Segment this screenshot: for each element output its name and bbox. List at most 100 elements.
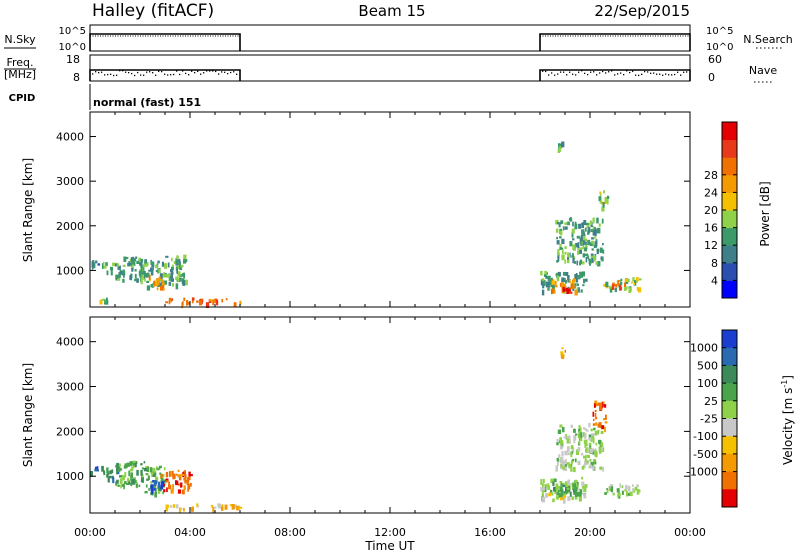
velocity-echo-cell xyxy=(626,491,628,497)
velocity-echo-cell xyxy=(594,430,598,436)
power-echo-cell xyxy=(134,269,137,272)
velocity-echo-cell xyxy=(124,463,128,469)
velocity-colorbar-label: -1000 xyxy=(686,466,718,479)
power-echo-cell xyxy=(552,289,556,294)
velocity-echo-cell xyxy=(150,485,154,492)
freq-strip-traces xyxy=(89,69,691,81)
power-echo-cell xyxy=(590,240,595,244)
power-echo-cell xyxy=(587,231,590,235)
nave-point xyxy=(188,74,190,76)
velocity-colorbar-swatch xyxy=(722,400,737,419)
nave-point xyxy=(122,70,124,72)
power-echo-cell xyxy=(598,196,602,202)
velocity-echo-cell xyxy=(127,477,130,482)
power-echo-cell xyxy=(592,225,595,232)
power-echo-cell xyxy=(139,271,142,278)
velocity-echo-cell xyxy=(149,467,153,473)
velocity-echo-cell xyxy=(96,466,99,470)
velocity-echo-cell xyxy=(604,492,607,495)
velocity-echo-cell xyxy=(596,430,600,435)
nave-point xyxy=(140,74,142,76)
velocity-echo-cell xyxy=(131,461,134,465)
velocity-colorbar-label: -500 xyxy=(693,448,718,461)
velocity-echo-cell xyxy=(589,445,592,448)
velocity-echo-cell xyxy=(151,472,154,477)
power-echo-cell xyxy=(182,280,186,286)
velocity-echo-cell xyxy=(172,504,176,508)
velocity-echo-cell xyxy=(163,483,166,487)
velocity-echo-cell xyxy=(588,422,591,428)
power-echo-cell xyxy=(572,279,574,285)
power-echo-cell xyxy=(591,248,594,251)
nave-point xyxy=(590,71,592,73)
power-echo-cell xyxy=(191,297,195,301)
nave-point xyxy=(149,71,151,73)
power-echo-cell xyxy=(198,300,202,306)
power-echo-cell xyxy=(567,275,570,281)
power-echo-cell xyxy=(182,273,185,277)
velocity-echo-cell xyxy=(116,479,119,484)
velocity-echo-cell xyxy=(595,416,598,420)
velocity-echo-cell xyxy=(160,484,164,490)
velocity-echo-cell xyxy=(585,448,588,453)
velocity-echo-cell xyxy=(619,483,621,488)
velocity-echo-cell xyxy=(590,428,593,432)
nave-point xyxy=(164,73,166,75)
nave-point xyxy=(662,74,664,76)
power-echo-cell xyxy=(186,300,189,306)
time-tick-label: 08:00 xyxy=(274,526,306,539)
power-echo-cell xyxy=(583,220,587,226)
power-echo-cell xyxy=(551,288,554,294)
velocity-echo-cell xyxy=(189,474,193,477)
power-echo-cell xyxy=(179,277,182,282)
power-echo-cell xyxy=(561,249,564,255)
velocity-colorbar-label: -100 xyxy=(693,430,718,443)
nave-point xyxy=(143,74,145,76)
power-echo-cell xyxy=(552,279,555,285)
nsearch-label: N.Search xyxy=(743,33,793,46)
velocity-echo-cell xyxy=(601,401,604,407)
power-echo-cell xyxy=(187,301,190,305)
velocity-echo-cell xyxy=(627,485,631,492)
power-echo-cell xyxy=(183,297,186,301)
power-echo-cell xyxy=(590,255,594,258)
power-echo-cell xyxy=(556,228,559,233)
power-echo-cell xyxy=(145,272,149,278)
power-echo-cell xyxy=(559,146,562,152)
power-echo-cell xyxy=(554,280,557,286)
velocity-echo-cell xyxy=(552,481,555,486)
freq-label-line2: [MHz] xyxy=(4,68,36,81)
nave-point xyxy=(587,73,589,76)
nave-point xyxy=(668,74,670,76)
velocity-echo-cell xyxy=(103,471,106,476)
power-echo-cell xyxy=(569,291,573,294)
velocity-echo-cell xyxy=(552,498,555,503)
nave-point xyxy=(104,74,106,76)
power-echo-cell xyxy=(542,284,545,289)
power-echo-cell xyxy=(585,256,588,263)
power-echo-cell xyxy=(561,238,565,245)
nave-label: Nave xyxy=(749,64,777,77)
power-colorbar-label: Power [dB] xyxy=(758,181,772,246)
velocity-echo-cell xyxy=(568,463,572,469)
velocity-echo-cell xyxy=(566,462,570,465)
power-echo-cell xyxy=(112,262,115,267)
power-echo-cell xyxy=(143,270,145,275)
velocity-echo-cell xyxy=(603,418,606,421)
power-echo-cell xyxy=(171,264,174,267)
velocity-echo-cell xyxy=(583,427,586,430)
nave-point xyxy=(638,74,640,77)
velocity-echo-cell xyxy=(190,507,194,512)
velocity-echo-cell xyxy=(165,478,169,482)
power-echo-cell xyxy=(548,287,551,291)
velocity-echo-cell xyxy=(141,476,143,480)
velocity-echo-cell xyxy=(152,474,156,477)
velocity-echo-cell xyxy=(147,475,150,480)
power-echo-cell xyxy=(142,264,145,268)
velocity-echo-cell xyxy=(560,463,564,468)
power-echo-cell xyxy=(123,256,127,262)
velocity-colorbar-swatch xyxy=(722,347,737,366)
power-colorbar-swatch xyxy=(722,245,737,264)
power-echo-cell xyxy=(572,221,574,227)
power-echo-cell xyxy=(585,222,589,225)
